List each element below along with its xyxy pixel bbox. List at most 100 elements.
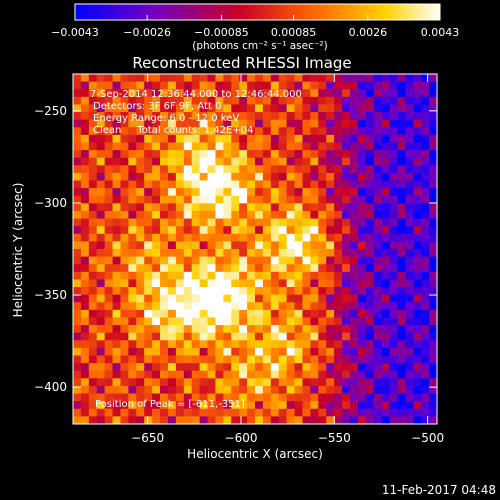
- heatmap-cell: [73, 332, 82, 341]
- heatmap-cell: [215, 150, 224, 159]
- heatmap-cell: [397, 294, 406, 303]
- heatmap-cell: [112, 340, 121, 349]
- heatmap-cell: [239, 233, 248, 242]
- heatmap-cell: [231, 264, 240, 273]
- heatmap-cell: [167, 355, 177, 364]
- heatmap-cell: [215, 180, 224, 189]
- heatmap-cell: [96, 332, 106, 341]
- heatmap-cell: [349, 385, 359, 394]
- heatmap-cell: [286, 294, 295, 303]
- heatmap-cell: [231, 81, 240, 90]
- heatmap-cell: [223, 256, 232, 265]
- heatmap-cell: [136, 416, 145, 424]
- heatmap-cell: [270, 165, 280, 174]
- heatmap-cell: [365, 249, 375, 258]
- heatmap-cell: [262, 74, 272, 83]
- heatmap-cell: [128, 340, 137, 349]
- heatmap-cell: [175, 112, 185, 121]
- heatmap-cell: [381, 195, 390, 204]
- heatmap-cell: [160, 355, 169, 364]
- heatmap-cell: [144, 355, 153, 364]
- heatmap-cell: [294, 264, 303, 273]
- heatmap-cell: [80, 385, 90, 394]
- heatmap-cell: [302, 203, 311, 212]
- heatmap-cell: [247, 340, 256, 349]
- heatmap-cell: [286, 249, 295, 258]
- heatmap-cell: [389, 393, 398, 402]
- heatmap-cell: [373, 233, 383, 242]
- heatmap-cell: [231, 332, 240, 341]
- heatmap-cell: [88, 127, 98, 136]
- heatmap-cell: [104, 96, 113, 105]
- heatmap-cell: [349, 393, 359, 402]
- heatmap-cell: [199, 271, 208, 280]
- heatmap-cell: [318, 340, 327, 349]
- heatmap-cell: [247, 378, 256, 387]
- heatmap-cell: [365, 256, 375, 265]
- heatmap-cell: [262, 233, 272, 242]
- heatmap-cell: [397, 401, 406, 410]
- heatmap-cell: [80, 340, 90, 349]
- heatmap-cell: [381, 165, 390, 174]
- heatmap-cell: [215, 347, 224, 356]
- heatmap-cell: [334, 112, 343, 121]
- heatmap-cell: [421, 233, 430, 242]
- heatmap-cell: [365, 325, 375, 334]
- heatmap-cell: [183, 363, 193, 372]
- heatmap-cell: [152, 401, 161, 410]
- heatmap-cell: [88, 393, 98, 402]
- heatmap-cell: [302, 74, 311, 83]
- heatmap-cell: [294, 203, 303, 212]
- heatmap-cell: [278, 332, 288, 341]
- heatmap-cell: [167, 104, 177, 113]
- heatmap-cell: [104, 74, 113, 83]
- heatmap-cell: [405, 264, 414, 273]
- heatmap-cell: [144, 393, 153, 402]
- heatmap-cell: [278, 401, 288, 410]
- heatmap-cell: [183, 150, 193, 159]
- heatmap-cell: [357, 294, 367, 303]
- heatmap-cell: [278, 119, 288, 128]
- heatmap-cell: [144, 180, 153, 189]
- heatmap-cell: [302, 302, 311, 311]
- heatmap-cell: [199, 104, 208, 113]
- heatmap-cell: [357, 279, 367, 288]
- footer-timestamp: 11-Feb-2017 04:48: [382, 483, 496, 497]
- heatmap-cell: [80, 264, 90, 273]
- heatmap-cell: [136, 271, 145, 280]
- heatmap-cell: [278, 218, 288, 227]
- heatmap-cell: [318, 104, 327, 113]
- heatmap-cell: [421, 180, 430, 189]
- heatmap-cell: [239, 347, 248, 356]
- heatmap-cell: [286, 104, 295, 113]
- heatmap-cell: [342, 325, 351, 334]
- heatmap-cell: [357, 165, 367, 174]
- heatmap-cell: [389, 249, 398, 258]
- heatmap-cell: [429, 127, 437, 136]
- heatmap-cell: [342, 74, 351, 83]
- heatmap-cell: [310, 401, 319, 410]
- heatmap-cell: [207, 127, 216, 136]
- heatmap-cell: [199, 408, 208, 417]
- heatmap-cell: [247, 119, 256, 128]
- heatmap-cell: [255, 393, 264, 402]
- heatmap-cell: [167, 112, 177, 121]
- heatmap-cell: [318, 378, 327, 387]
- heatmap-cell: [96, 347, 106, 356]
- heatmap-cell: [160, 157, 169, 166]
- heatmap-cell: [104, 218, 113, 227]
- heatmap-cell: [191, 96, 201, 105]
- heatmap-cell: [286, 150, 295, 159]
- heatmap-cell: [262, 195, 272, 204]
- heatmap-cell: [80, 74, 90, 83]
- heatmap-cell: [326, 302, 335, 311]
- heatmap-cell: [175, 81, 185, 90]
- heatmap-cell: [88, 210, 98, 219]
- heatmap-cell: [112, 112, 121, 121]
- heatmap-cell: [397, 408, 406, 417]
- heatmap-cell: [96, 218, 106, 227]
- heatmap-cell: [270, 203, 280, 212]
- heatmap-cell: [397, 81, 406, 90]
- heatmap-cell: [80, 210, 90, 219]
- heatmap-cell: [429, 210, 437, 219]
